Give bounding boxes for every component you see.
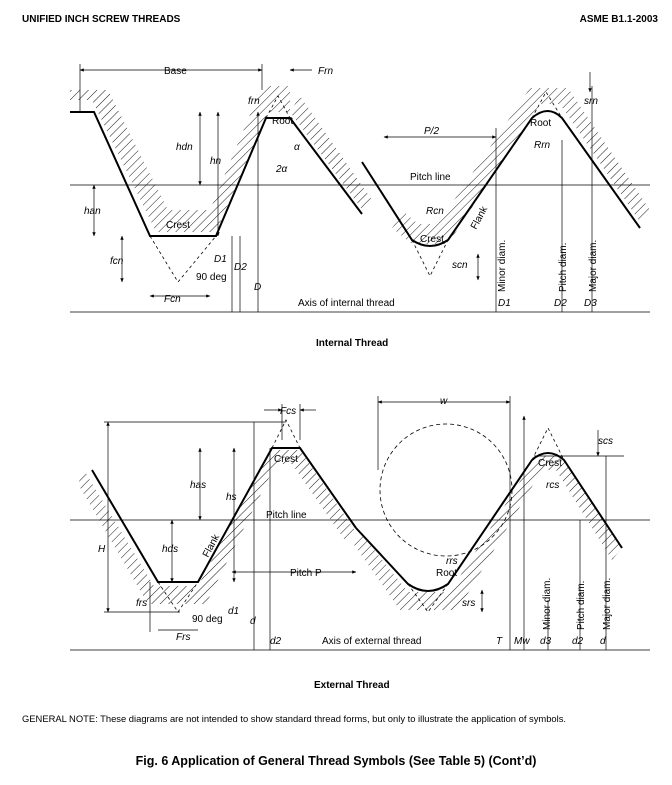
label-scs: scs <box>598 436 613 447</box>
label-crest2-ext: Crest <box>538 458 562 469</box>
label-Rrn: Rrn <box>534 140 551 151</box>
label-pitch-line-external: Pitch line <box>266 510 307 521</box>
label-bD1: D1 <box>498 298 511 309</box>
label-bD2: D2 <box>554 298 567 309</box>
label-frn: frn <box>248 96 260 107</box>
header-left: UNIFIED INCH SCREW THREADS <box>22 14 181 25</box>
label-crest: Crest <box>166 220 190 231</box>
label-hds: hds <box>162 544 178 555</box>
label-Frn: Frn <box>318 66 333 77</box>
label-major-diam-external: Major diam. <box>602 578 613 630</box>
label-base: Base <box>164 66 187 77</box>
label-90deg: 90 deg <box>196 272 227 283</box>
label-Frs: Frs <box>176 632 190 643</box>
label-frs: frs <box>136 598 147 609</box>
label-d2: d2 <box>270 636 282 647</box>
label-d1: d1 <box>228 606 239 617</box>
label-pitch-diam-external: Pitch diam. <box>576 581 587 630</box>
label-2alpha: 2α <box>275 164 288 175</box>
label-hn: hn <box>210 156 222 167</box>
label-srs: srs <box>462 598 475 609</box>
internal-hatch-right <box>392 88 650 244</box>
internal-hatch-mid <box>290 96 372 212</box>
label-Fcs: Fcs <box>280 406 296 417</box>
label-hs: hs <box>226 492 237 503</box>
label-hdn: hdn <box>176 142 193 153</box>
label-minor-diam-internal: Minor diam. <box>497 240 508 292</box>
label-D: D <box>254 282 261 293</box>
general-note: GENERAL NOTE: These diagrams are not int… <box>22 713 567 724</box>
external-hatch-left <box>78 450 356 604</box>
label-scn: scn <box>452 260 468 271</box>
label-Fcn: Fcn <box>164 294 181 305</box>
label-axis-external: Axis of external thread <box>322 636 422 647</box>
label-axis-internal: Axis of internal thread <box>298 298 395 309</box>
internal-profile-right <box>361 110 641 247</box>
label-90deg-ext: 90 deg <box>192 614 223 625</box>
internal-thread-title: Internal Thread <box>316 338 388 349</box>
label-root2: Root <box>530 118 551 129</box>
label-rrs: rrs <box>446 556 458 567</box>
label-pitch-line-internal: Pitch line <box>410 172 451 183</box>
label-han: han <box>84 206 101 217</box>
label-minor-diam-external: Minor diam. <box>542 578 553 630</box>
external-labels: Fcs Crest has hs Pitch line H hds Flank … <box>98 396 613 691</box>
label-pitch-diam-internal: Pitch diam. <box>558 243 569 292</box>
label-has: has <box>190 480 206 491</box>
label-d: d <box>250 616 256 627</box>
label-H: H <box>98 544 106 555</box>
label-Mw: Mw <box>514 636 530 647</box>
internal-hatch-left <box>70 86 290 232</box>
label-D1: D1 <box>214 254 227 265</box>
label-root-ext: Root <box>436 568 457 579</box>
figure-caption: Fig. 6 Application of General Thread Sym… <box>135 754 537 768</box>
measuring-wire <box>379 423 513 557</box>
label-srn: srn <box>584 96 598 107</box>
label-flank-internal: Flank <box>469 204 491 232</box>
label-fcn: fcn <box>110 256 124 267</box>
label-pitch-P: Pitch P <box>290 568 322 579</box>
internal-labels: Base Frn frn Root α 2α hdn hn han Crest … <box>84 66 599 349</box>
label-crest-ext: Crest <box>274 454 298 465</box>
internal-thread-diagram <box>70 64 650 313</box>
label-bd2: d2 <box>572 636 584 647</box>
label-bD3: D3 <box>584 298 597 309</box>
label-crest2: Crest <box>420 234 444 245</box>
label-w: w <box>440 396 448 407</box>
label-rcs: rcs <box>546 480 559 491</box>
label-P2: P/2 <box>424 126 439 137</box>
label-bd: d <box>600 636 606 647</box>
label-T: T <box>496 636 503 647</box>
label-D2: D2 <box>234 262 247 273</box>
label-root: Root <box>272 116 293 127</box>
header-right: ASME B1.1-2003 <box>579 14 658 25</box>
label-major-diam-internal: Major diam. <box>588 240 599 292</box>
external-thread-diagram <box>70 396 650 651</box>
external-profile-right <box>355 452 623 592</box>
label-alpha: α <box>294 142 300 153</box>
label-Rcn: Rcn <box>426 206 444 217</box>
external-thread-title: External Thread <box>314 680 390 691</box>
label-d3: d3 <box>540 636 552 647</box>
thread-diagram: Base Frn frn Root α 2α hdn hn han Crest … <box>70 64 650 691</box>
